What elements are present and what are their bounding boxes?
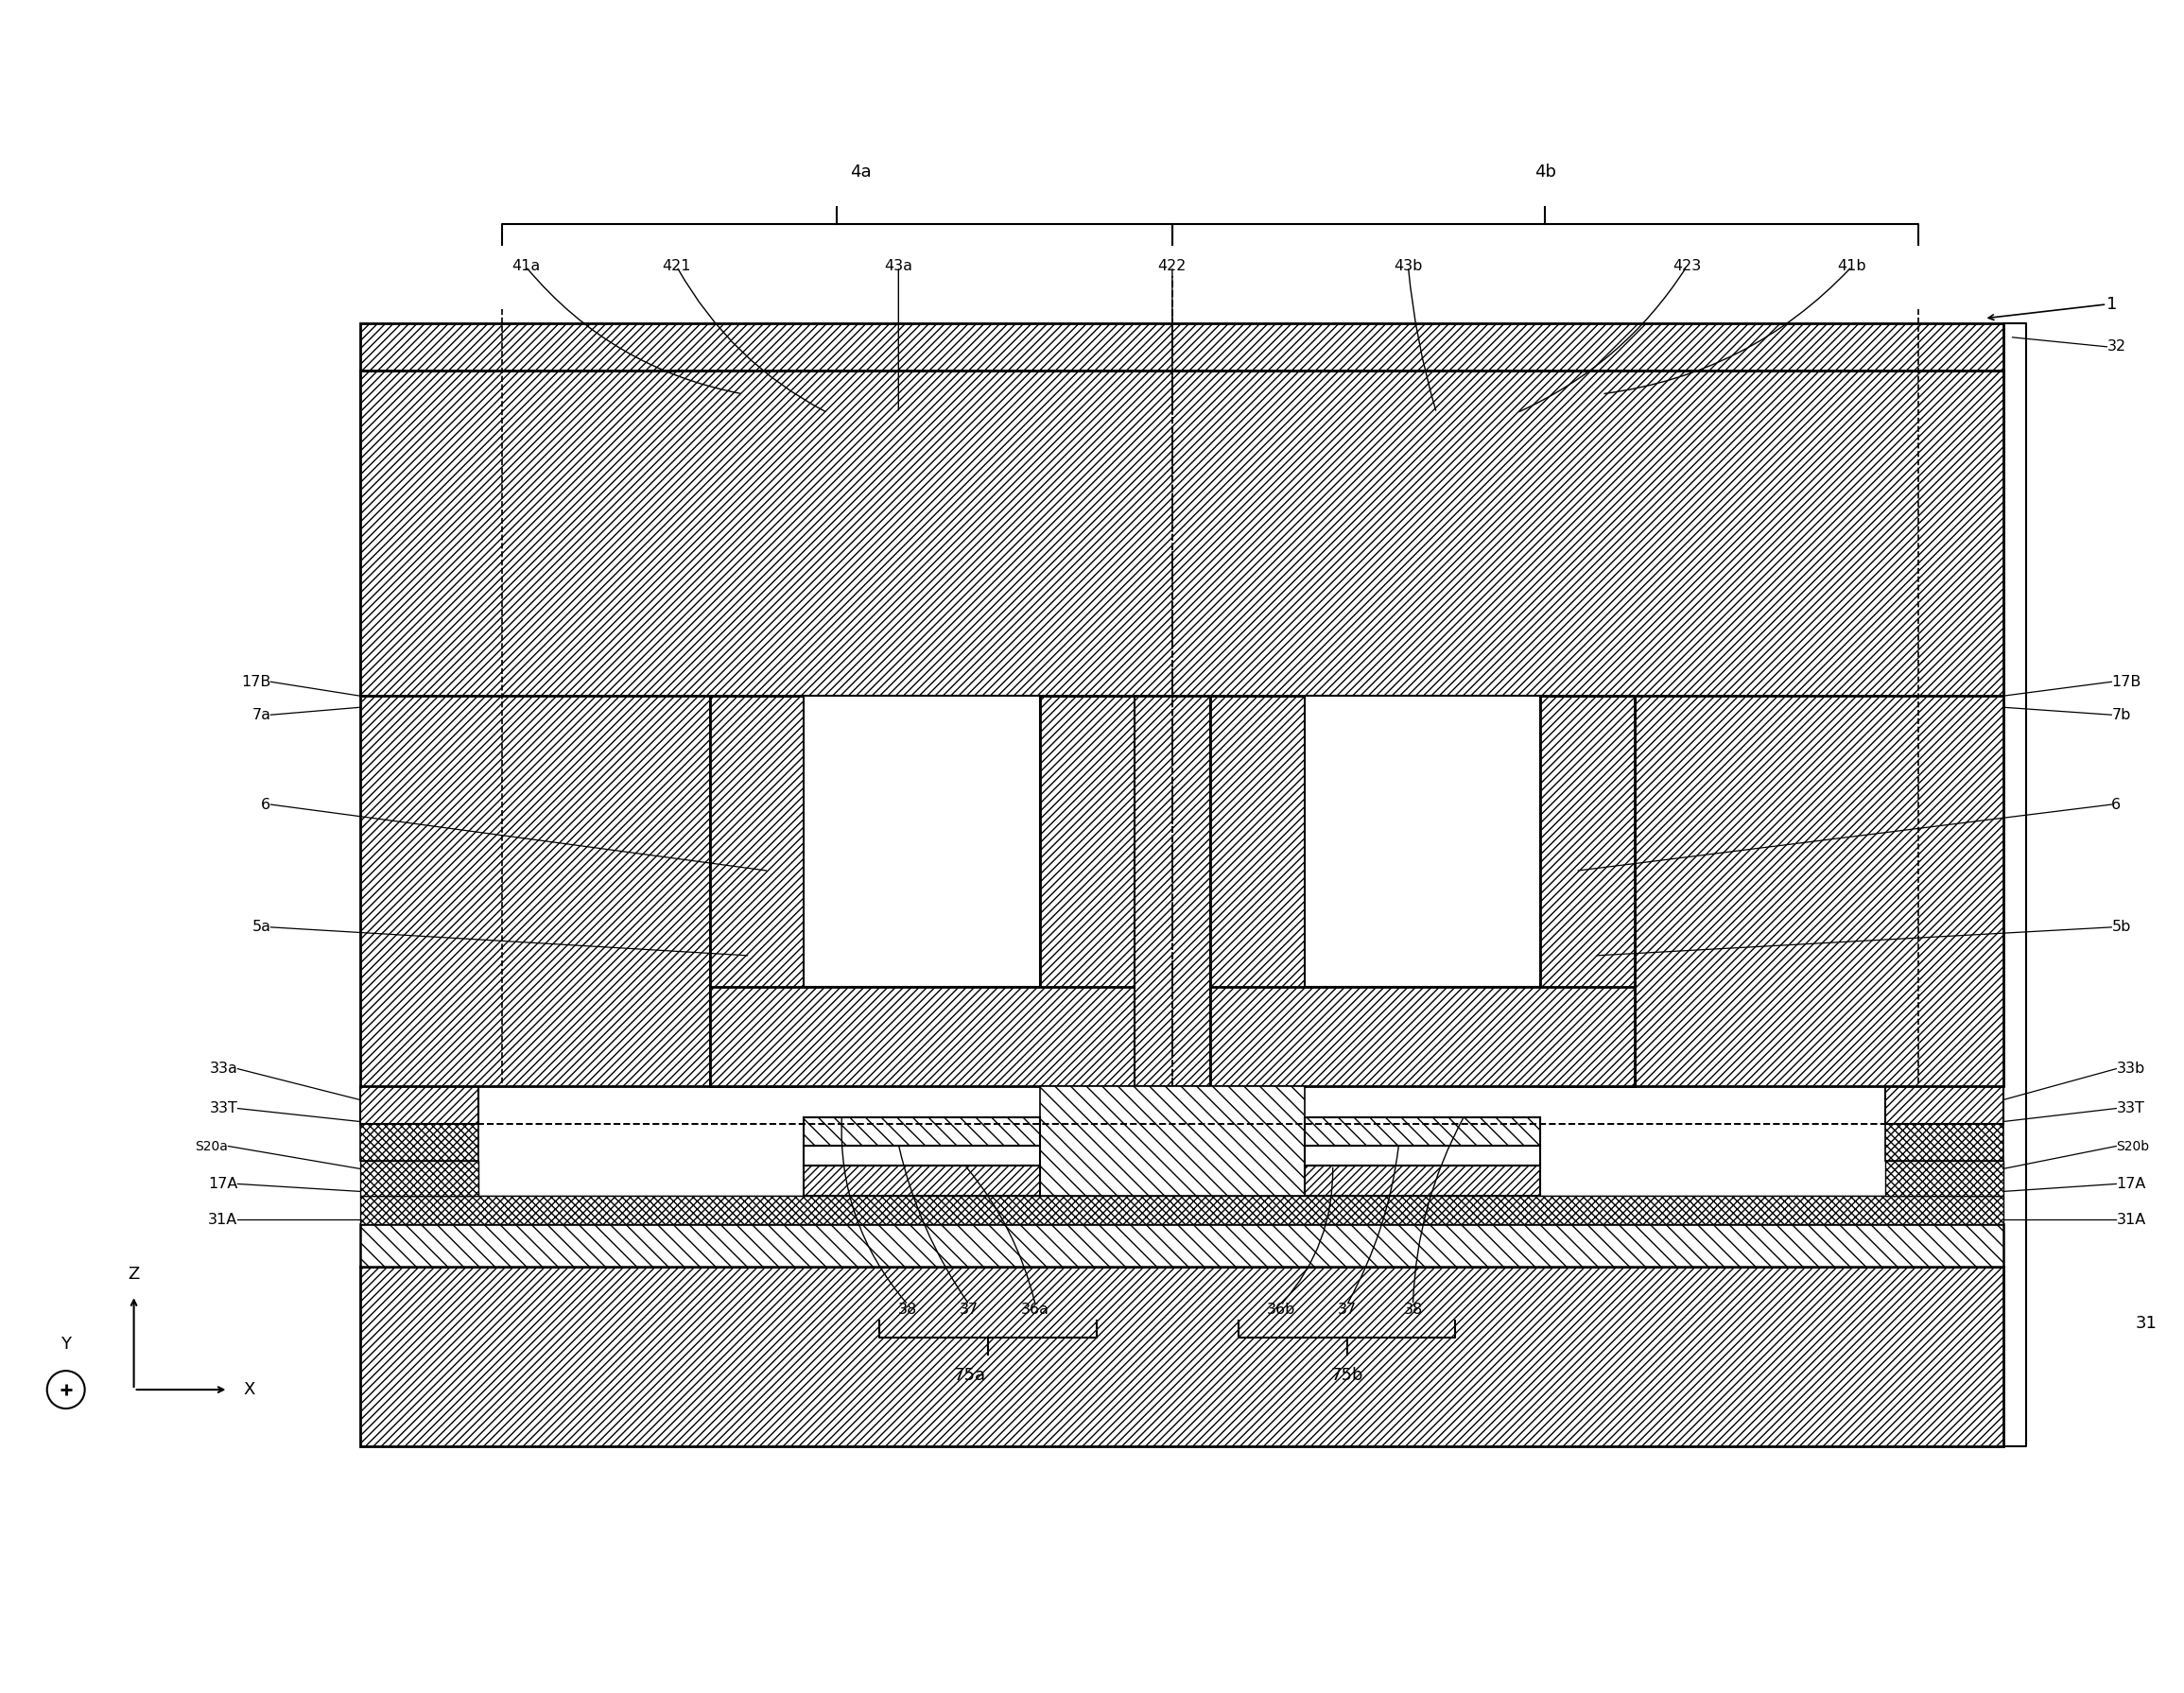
- Bar: [360, 1085, 478, 1124]
- Text: 421: 421: [662, 259, 690, 274]
- Text: 422: 422: [1158, 259, 1186, 274]
- Text: 37: 37: [1337, 1302, 1356, 1317]
- Polygon shape: [1885, 1161, 2003, 1197]
- Text: 4a: 4a: [850, 164, 871, 181]
- Text: 6: 6: [262, 797, 271, 811]
- Bar: [360, 323, 2003, 371]
- Text: 33T: 33T: [210, 1102, 238, 1116]
- Bar: [1040, 696, 1133, 1085]
- Text: Y: Y: [61, 1336, 72, 1353]
- Text: Z: Z: [129, 1266, 140, 1283]
- Text: 31A: 31A: [2116, 1212, 2145, 1227]
- Text: 423: 423: [1673, 259, 1701, 274]
- Polygon shape: [360, 1161, 478, 1197]
- Text: 38: 38: [898, 1302, 917, 1317]
- Bar: [1210, 987, 1636, 1085]
- Bar: [478, 1197, 1885, 1224]
- Bar: [478, 1224, 1885, 1266]
- Text: 43b: 43b: [1393, 259, 1422, 274]
- Bar: [1304, 696, 1540, 987]
- Bar: [1133, 371, 1210, 1085]
- Text: 33b: 33b: [2116, 1062, 2145, 1075]
- Text: X: X: [242, 1381, 256, 1398]
- Text: 32: 32: [2108, 340, 2125, 354]
- Bar: [1304, 1166, 1540, 1197]
- Bar: [804, 1166, 1040, 1197]
- Bar: [360, 371, 710, 1085]
- Text: 4b: 4b: [1533, 164, 1555, 181]
- Bar: [1304, 1117, 1540, 1144]
- Text: 6: 6: [2112, 797, 2121, 811]
- Bar: [1885, 1085, 2003, 1124]
- Text: 43a: 43a: [885, 259, 913, 274]
- Text: 33a: 33a: [210, 1062, 238, 1075]
- Text: 17B: 17B: [240, 676, 271, 689]
- Bar: [1040, 1085, 1304, 1197]
- Bar: [804, 1144, 1040, 1166]
- Text: 36b: 36b: [1267, 1302, 1295, 1317]
- Text: 17A: 17A: [207, 1177, 238, 1190]
- Bar: [710, 987, 1133, 1085]
- Bar: [1540, 696, 1636, 1085]
- Bar: [360, 1197, 2003, 1224]
- Text: 33T: 33T: [2116, 1102, 2145, 1116]
- Text: 17A: 17A: [2116, 1177, 2147, 1190]
- Text: 36a: 36a: [1022, 1302, 1051, 1317]
- Text: 75a: 75a: [952, 1366, 985, 1383]
- Bar: [1636, 371, 2003, 1085]
- Text: 7a: 7a: [251, 708, 271, 721]
- Bar: [1885, 1124, 2003, 1161]
- Text: 41a: 41a: [511, 259, 539, 274]
- Bar: [804, 696, 1040, 987]
- Bar: [1210, 696, 1304, 1085]
- Bar: [1304, 1144, 1540, 1166]
- Bar: [804, 1117, 1040, 1144]
- Bar: [360, 1224, 2003, 1266]
- Text: S20a: S20a: [194, 1139, 229, 1153]
- Text: 1: 1: [2108, 296, 2118, 313]
- Text: 31A: 31A: [207, 1212, 238, 1227]
- Bar: [360, 371, 2003, 696]
- Text: 41b: 41b: [1837, 259, 1867, 274]
- Text: 5b: 5b: [2112, 919, 2132, 935]
- Text: 38: 38: [1404, 1302, 1422, 1317]
- Text: 5a: 5a: [251, 919, 271, 935]
- Bar: [360, 1124, 478, 1161]
- Text: 7b: 7b: [2112, 708, 2132, 721]
- Text: S20b: S20b: [2116, 1139, 2149, 1153]
- Text: 31: 31: [2136, 1315, 2158, 1332]
- Bar: [360, 1266, 2003, 1446]
- Text: 75b: 75b: [1330, 1366, 1363, 1383]
- Text: 17B: 17B: [2112, 676, 2140, 689]
- Text: 37: 37: [959, 1302, 978, 1317]
- Bar: [710, 696, 804, 1085]
